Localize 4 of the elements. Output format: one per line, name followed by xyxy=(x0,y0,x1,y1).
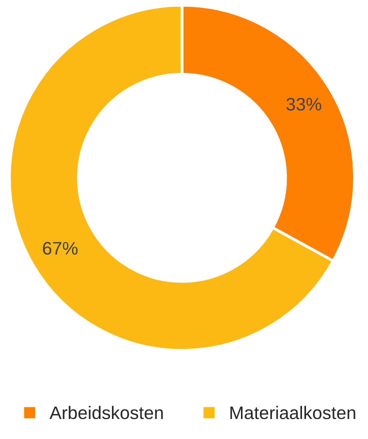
data-label: 33% xyxy=(286,98,322,111)
data-label: 67% xyxy=(43,242,78,255)
legend-label: Arbeidskosten xyxy=(50,406,163,420)
legend-label: Materiaalkosten xyxy=(230,406,356,420)
